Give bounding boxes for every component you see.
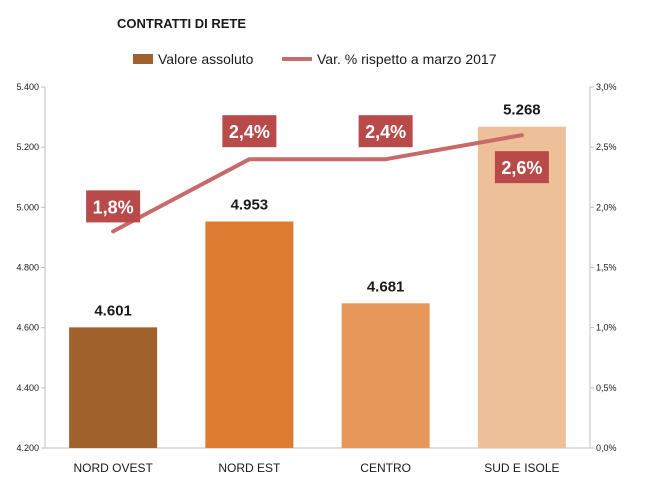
bar-value-labels: 4.601 4.953 4.681 5.268 xyxy=(94,102,540,320)
right-tick-label: 2,0% xyxy=(596,202,617,212)
bar xyxy=(205,221,294,448)
percent-label-box xyxy=(494,151,549,184)
right-tick-label: 1,0% xyxy=(596,323,617,333)
percent-label: 2,6% xyxy=(501,158,542,178)
left-tick-label: 4.400 xyxy=(16,383,39,393)
percent-labels: 1,8% 2,4% 2,4% 2,6% xyxy=(86,115,549,223)
right-axis-ticks: 0,0% 0,5% 1,0% 1,5% 2,0% 2,5% 3,0% xyxy=(590,82,617,453)
right-tick-label: 3,0% xyxy=(596,82,617,92)
left-axis-ticks: 4.200 4.400 4.600 4.800 5.000 5.200 5.400 xyxy=(16,82,45,453)
category-label: NORD OVEST xyxy=(73,461,153,475)
right-tick-label: 2,5% xyxy=(596,142,617,152)
category-label: CENTRO xyxy=(360,461,411,475)
legend: Valore assoluto Var. % rispetto a marzo … xyxy=(133,51,497,67)
left-tick-label: 4.600 xyxy=(16,323,39,333)
legend-label-bar: Valore assoluto xyxy=(158,51,254,67)
bar-value-label: 4.953 xyxy=(231,196,269,213)
left-tick-label: 4.800 xyxy=(16,263,39,273)
percent-label-box xyxy=(358,115,413,148)
percent-label-box xyxy=(222,115,277,148)
percent-label: 2,4% xyxy=(365,122,406,142)
bar-value-label: 4.601 xyxy=(94,302,132,319)
bar xyxy=(69,327,158,448)
right-tick-label: 1,5% xyxy=(596,263,617,273)
left-tick-label: 5.000 xyxy=(16,202,39,212)
left-tick-label: 4.200 xyxy=(16,443,39,453)
percent-label: 1,8% xyxy=(93,197,134,217)
left-tick-label: 5.200 xyxy=(16,142,39,152)
category-label: SUD E ISOLE xyxy=(484,461,559,475)
bar-value-label: 5.268 xyxy=(503,102,541,119)
chart-title: CONTRATTI DI RETE xyxy=(117,16,246,31)
legend-swatch-bar xyxy=(133,54,153,64)
legend-label-line: Var. % rispetto a marzo 2017 xyxy=(317,51,497,67)
percent-label: 2,4% xyxy=(229,122,270,142)
bar-value-label: 4.681 xyxy=(367,278,405,295)
category-labels: NORD OVEST NORD EST CENTRO SUD E ISOLE xyxy=(73,461,559,475)
bar xyxy=(341,303,430,448)
line-path xyxy=(111,133,524,234)
bars xyxy=(69,126,566,449)
line-series xyxy=(111,133,524,234)
right-tick-label: 0,0% xyxy=(596,443,617,453)
right-tick-label: 0,5% xyxy=(596,383,617,393)
left-tick-label: 5.400 xyxy=(16,82,39,92)
percent-label-box xyxy=(86,190,141,223)
category-label: NORD EST xyxy=(218,461,281,475)
